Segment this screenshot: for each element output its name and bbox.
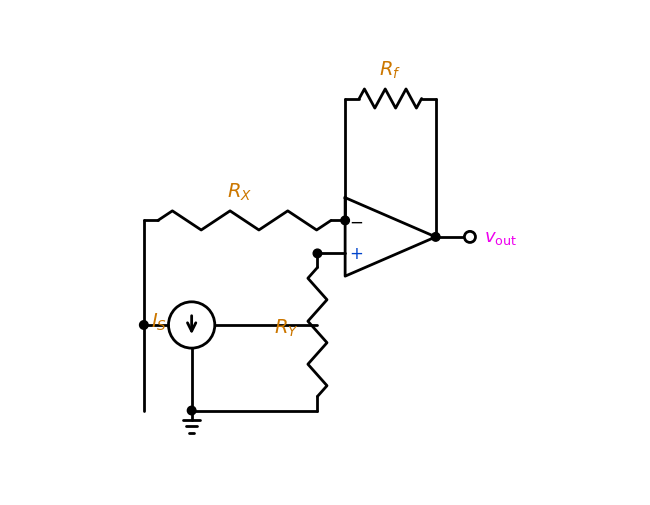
- Text: $R_X$: $R_X$: [227, 181, 252, 203]
- Text: $+$: $+$: [349, 245, 363, 263]
- Text: $v_\mathrm{out}$: $v_\mathrm{out}$: [484, 228, 517, 246]
- Text: $R_f$: $R_f$: [380, 60, 402, 81]
- Circle shape: [313, 249, 322, 258]
- Circle shape: [341, 217, 350, 225]
- Text: $I_S$: $I_S$: [151, 311, 167, 332]
- Circle shape: [432, 233, 440, 242]
- Circle shape: [187, 407, 196, 415]
- Text: $-$: $-$: [349, 212, 363, 230]
- Circle shape: [140, 321, 148, 330]
- Text: $R_Y$: $R_Y$: [274, 317, 298, 338]
